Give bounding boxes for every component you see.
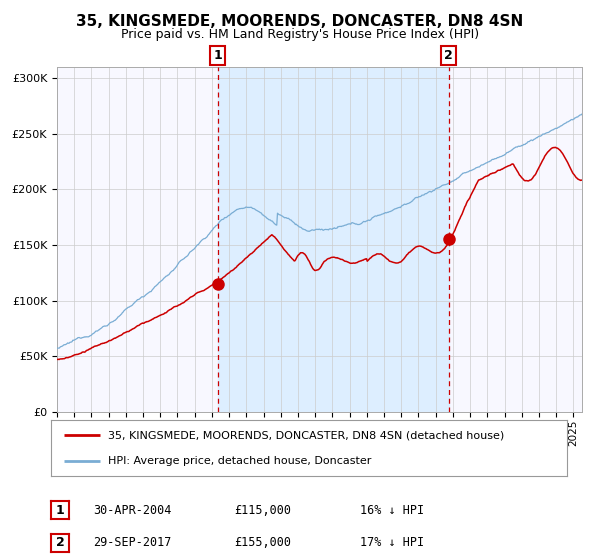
Text: HPI: Average price, detached house, Doncaster: HPI: Average price, detached house, Donc… [108,456,371,466]
Text: 29-SEP-2017: 29-SEP-2017 [93,536,172,549]
Text: 30-APR-2004: 30-APR-2004 [93,503,172,517]
Text: 1: 1 [56,503,64,517]
Text: £115,000: £115,000 [234,503,291,517]
Text: Price paid vs. HM Land Registry's House Price Index (HPI): Price paid vs. HM Land Registry's House … [121,28,479,41]
Text: £155,000: £155,000 [234,536,291,549]
Text: 2: 2 [56,536,64,549]
Text: 1: 1 [213,49,222,62]
Text: 2: 2 [444,49,453,62]
Bar [218,67,449,412]
Text: 17% ↓ HPI: 17% ↓ HPI [360,536,424,549]
Text: 16% ↓ HPI: 16% ↓ HPI [360,503,424,517]
Text: 35, KINGSMEDE, MOORENDS, DONCASTER, DN8 4SN: 35, KINGSMEDE, MOORENDS, DONCASTER, DN8 … [76,14,524,29]
Text: 35, KINGSMEDE, MOORENDS, DONCASTER, DN8 4SN (detached house): 35, KINGSMEDE, MOORENDS, DONCASTER, DN8 … [108,430,504,440]
